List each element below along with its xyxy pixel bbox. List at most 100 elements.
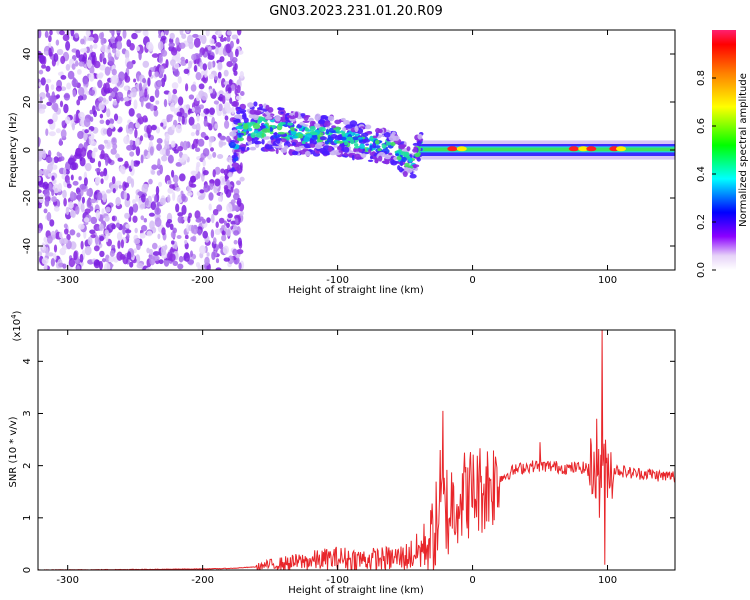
heatmap-cell bbox=[187, 34, 194, 45]
heatmap-cell bbox=[377, 148, 382, 152]
heatmap-cell bbox=[70, 210, 75, 218]
heatmap-cell bbox=[53, 102, 59, 113]
heatmap-cell bbox=[48, 183, 52, 190]
heatmap-cell bbox=[138, 82, 143, 92]
snr-ytick-label: 1 bbox=[22, 515, 33, 521]
heatmap-cell bbox=[118, 126, 123, 132]
snr-xtick-label: -200 bbox=[191, 575, 214, 586]
heatmap-cell bbox=[91, 151, 96, 159]
heatmap-cell bbox=[92, 43, 98, 50]
heatmap-cell bbox=[183, 252, 190, 262]
heatmap-hotspot bbox=[578, 146, 589, 152]
heatmap-cell bbox=[160, 245, 166, 256]
heatmap-cell bbox=[229, 40, 234, 49]
heatmap-cell bbox=[65, 40, 71, 51]
heatmap-cell bbox=[229, 97, 233, 104]
heatmap-cell bbox=[274, 135, 280, 139]
heatmap-cell bbox=[78, 176, 82, 181]
heatmap-cell bbox=[233, 239, 238, 245]
heatmap-cell bbox=[223, 69, 229, 77]
heatmap-cell bbox=[89, 44, 93, 50]
heatmap-cell bbox=[41, 150, 47, 159]
heatmap-cell bbox=[179, 173, 186, 182]
heatmap-cell bbox=[171, 124, 176, 131]
heatmap-cell bbox=[195, 147, 201, 152]
heatmap-cell bbox=[161, 35, 167, 41]
colorbar-ticks: 0.0 0.2 0.4 0.6 0.8 bbox=[696, 70, 716, 278]
heatmap-cell bbox=[388, 152, 393, 156]
heatmap-cell bbox=[112, 188, 116, 194]
heatmap-cell bbox=[296, 116, 303, 120]
heatmap-cell bbox=[247, 127, 253, 132]
heatmap-cell bbox=[196, 114, 200, 122]
heatmap-cell bbox=[66, 82, 72, 90]
spectrogram-ylabel: Frequency (Hz) bbox=[8, 112, 19, 188]
heatmap-cell bbox=[130, 159, 134, 170]
heatmap-cell bbox=[204, 256, 210, 266]
heatmap-cell bbox=[192, 138, 198, 149]
heatmap-cell bbox=[364, 124, 372, 130]
spec-xtick-label: -200 bbox=[191, 275, 214, 286]
heatmap-cell bbox=[194, 105, 202, 115]
heatmap-cell bbox=[232, 205, 240, 212]
heatmap-cell bbox=[202, 148, 210, 157]
heatmap-cell bbox=[124, 182, 130, 188]
heatmap-cell bbox=[177, 76, 182, 84]
heatmap-cell bbox=[100, 149, 105, 159]
spec-xtick-label: 100 bbox=[598, 275, 617, 286]
heatmap-cell bbox=[123, 135, 130, 145]
heatmap-cell bbox=[89, 109, 93, 115]
heatmap-cell bbox=[156, 138, 163, 144]
heatmap-cell bbox=[227, 255, 234, 265]
heatmap-cell bbox=[51, 175, 55, 181]
heatmap-cell bbox=[283, 145, 289, 150]
heatmap-cell bbox=[299, 133, 304, 139]
heatmap-cell bbox=[94, 234, 99, 245]
heatmap-cell bbox=[264, 144, 273, 150]
heatmap-cell bbox=[63, 167, 67, 176]
heatmap-cell bbox=[226, 135, 231, 142]
heatmap-cell bbox=[252, 122, 261, 130]
heatmap-cell bbox=[221, 95, 226, 105]
heatmap-cell bbox=[126, 61, 134, 70]
heatmap-cell bbox=[157, 233, 161, 240]
heatmap-cell bbox=[390, 141, 396, 147]
colorbar-label: Normalized spectral amplitude bbox=[738, 73, 749, 227]
heatmap-cell bbox=[265, 136, 271, 140]
heatmap-cell bbox=[218, 196, 222, 202]
heatmap-cell bbox=[346, 136, 353, 142]
heatmap-cell bbox=[105, 254, 110, 263]
heatmap-cell bbox=[164, 30, 169, 36]
heatmap-cell bbox=[249, 146, 257, 151]
heatmap-cell bbox=[45, 92, 51, 98]
heatmap-cell bbox=[212, 169, 216, 178]
heatmap-cell bbox=[175, 187, 181, 192]
heatmap-cell bbox=[221, 230, 226, 236]
heatmap-cell bbox=[151, 164, 158, 170]
heatmap-cell bbox=[163, 99, 168, 108]
heatmap-cell bbox=[342, 127, 346, 132]
heatmap-cell bbox=[128, 206, 134, 216]
heatmap-cell bbox=[200, 34, 207, 45]
heatmap-cell bbox=[102, 57, 107, 65]
heatmap-cell bbox=[90, 116, 94, 122]
heatmap-cell bbox=[133, 238, 141, 245]
heatmap-cell bbox=[80, 240, 84, 250]
heatmap-cell bbox=[116, 40, 123, 50]
heatmap-cell bbox=[202, 170, 209, 176]
heatmap-cell bbox=[115, 180, 122, 186]
heatmap-cell bbox=[243, 117, 249, 124]
heatmap-cell bbox=[108, 256, 115, 263]
heatmap-cell bbox=[214, 76, 219, 81]
heatmap-cell bbox=[236, 249, 244, 255]
heatmap-cell bbox=[169, 223, 174, 231]
colorbar: 0.0 0.2 0.4 0.6 0.8 Normalized spectral ampl… bbox=[696, 30, 749, 278]
heatmap-cell bbox=[318, 126, 326, 132]
heatmap-cell bbox=[43, 51, 50, 56]
heatmap-cell bbox=[190, 250, 193, 257]
heatmap-cell bbox=[136, 113, 142, 119]
heatmap-cell bbox=[175, 203, 180, 213]
heatmap-cell bbox=[150, 201, 157, 211]
heatmap-cell bbox=[104, 215, 110, 222]
heatmap-cell bbox=[151, 169, 156, 175]
